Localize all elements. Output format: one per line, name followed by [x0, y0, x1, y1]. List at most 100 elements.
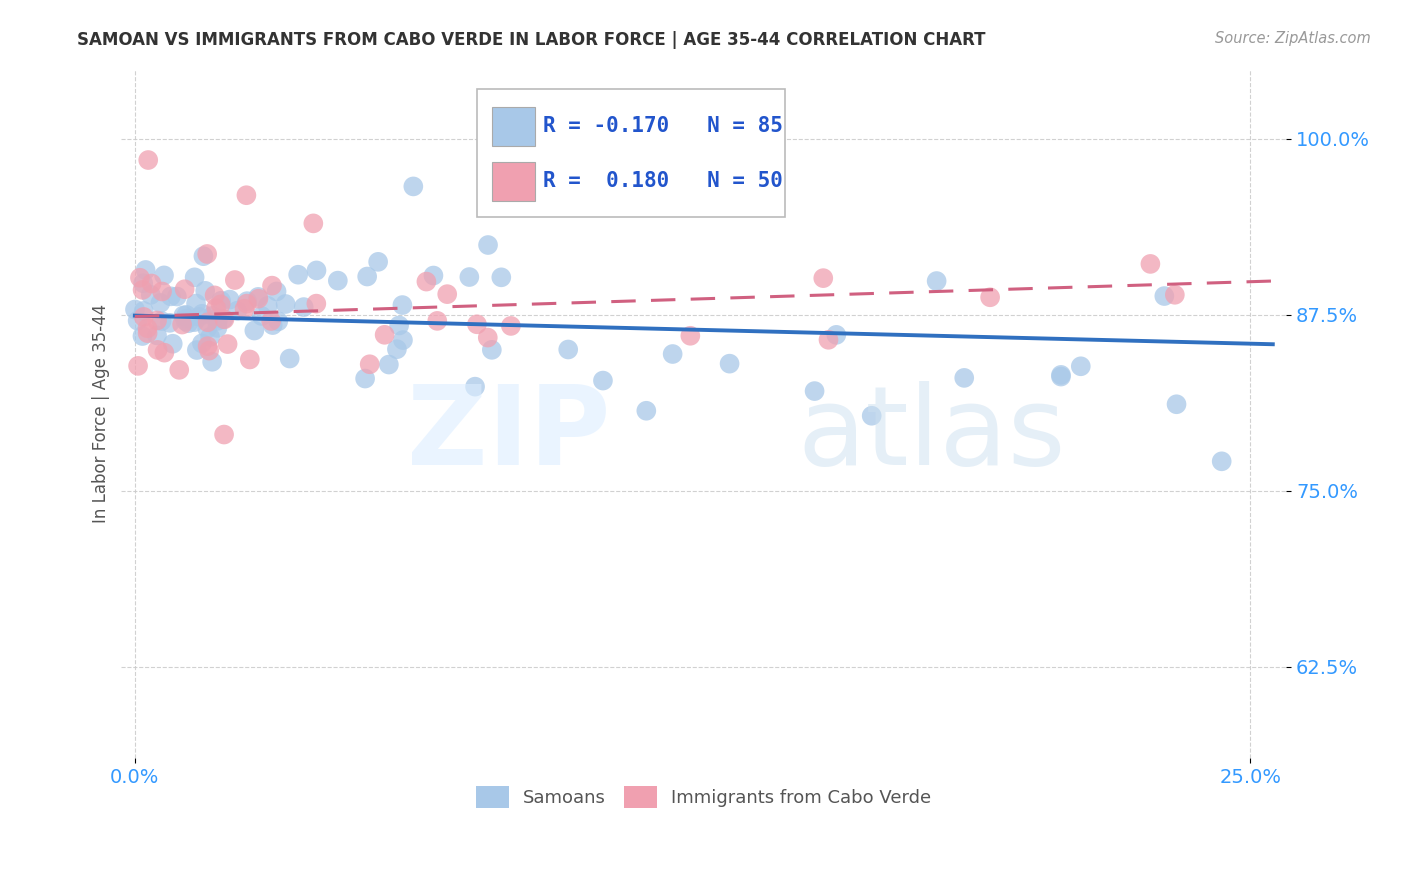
Point	[183, 315, 205, 329]
Point	[209, 293, 232, 308]
Point	[194, 284, 217, 298]
Point	[260, 278, 283, 293]
Point	[198, 330, 221, 344]
Point	[176, 311, 198, 326]
Point	[132, 310, 155, 324]
Point	[153, 268, 176, 283]
Text: R = -0.170   N = 85: R = -0.170 N = 85	[543, 116, 783, 136]
Point	[217, 337, 239, 351]
Text: ZIP: ZIP	[408, 381, 610, 488]
Point	[239, 352, 262, 367]
Point	[146, 343, 169, 357]
Point	[1166, 397, 1188, 411]
Point	[326, 274, 349, 288]
Point	[266, 285, 288, 299]
Point	[136, 326, 159, 340]
Point	[195, 321, 218, 335]
Point	[267, 314, 290, 328]
Text: R =  0.180   N = 50: R = 0.180 N = 50	[543, 171, 783, 191]
Point	[149, 296, 172, 310]
Point	[195, 247, 218, 261]
Point	[718, 357, 741, 371]
Point	[183, 270, 205, 285]
Point	[367, 255, 389, 269]
Point	[204, 288, 226, 302]
Point	[131, 283, 153, 297]
Point	[226, 303, 249, 318]
Point	[260, 314, 283, 328]
Point	[136, 321, 159, 335]
Point	[426, 314, 449, 328]
Point	[131, 329, 153, 343]
Point	[207, 311, 229, 326]
Point	[422, 268, 444, 283]
Point	[278, 351, 301, 366]
Point	[415, 275, 437, 289]
Point	[141, 277, 163, 291]
Point	[305, 296, 328, 310]
Point	[557, 343, 579, 357]
Point	[953, 371, 976, 385]
Point	[212, 311, 235, 326]
Point	[166, 289, 188, 303]
Point	[250, 309, 273, 323]
Point	[679, 328, 702, 343]
Point	[247, 292, 270, 306]
Point	[1139, 257, 1161, 271]
Point	[174, 314, 197, 328]
Point	[356, 269, 378, 284]
Point	[176, 308, 198, 322]
Point	[477, 238, 499, 252]
Point	[274, 297, 297, 311]
FancyBboxPatch shape	[477, 89, 786, 217]
Point	[256, 299, 278, 313]
Point	[243, 324, 266, 338]
Point	[129, 270, 152, 285]
Point	[160, 289, 183, 303]
Point	[661, 347, 683, 361]
Point	[209, 297, 232, 311]
Point	[817, 333, 839, 347]
Point	[132, 277, 155, 291]
Point	[979, 290, 1001, 304]
Point	[127, 313, 149, 327]
Point	[1153, 289, 1175, 303]
Point	[191, 336, 214, 351]
Point	[124, 302, 146, 317]
Point	[197, 315, 219, 329]
Y-axis label: In Labor Force | Age 35-44: In Labor Force | Age 35-44	[93, 304, 110, 523]
Point	[392, 333, 415, 347]
Point	[477, 330, 499, 344]
Text: atlas: atlas	[797, 381, 1066, 488]
Point	[1164, 287, 1187, 301]
Point	[359, 357, 381, 371]
Point	[292, 300, 315, 314]
Point	[235, 188, 257, 202]
Point	[159, 316, 181, 330]
Point	[436, 287, 458, 301]
Point	[374, 327, 396, 342]
Point	[214, 312, 236, 326]
Point	[150, 314, 173, 328]
Point	[167, 363, 190, 377]
Point	[391, 298, 413, 312]
Point	[592, 374, 614, 388]
Point	[464, 379, 486, 393]
Point	[197, 339, 219, 353]
Point	[173, 282, 195, 296]
Point	[150, 285, 173, 299]
Point	[1211, 454, 1233, 468]
Point	[262, 318, 284, 332]
Point	[201, 309, 224, 323]
Point	[925, 274, 948, 288]
Point	[207, 314, 229, 328]
Point	[803, 384, 825, 398]
Point	[188, 310, 211, 324]
Point	[207, 321, 229, 335]
Point	[136, 153, 159, 167]
Point	[378, 358, 401, 372]
Point	[146, 328, 169, 343]
Point	[236, 294, 259, 309]
Point	[233, 301, 256, 316]
Point	[287, 268, 309, 282]
